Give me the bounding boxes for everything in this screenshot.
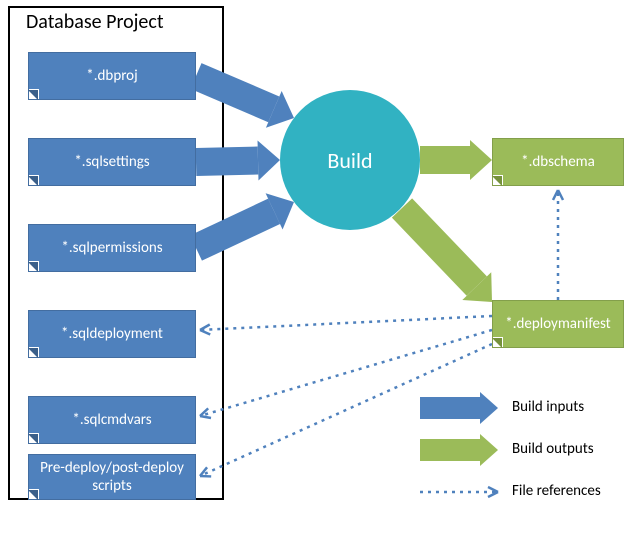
- input-box-label: *.sqlsettings: [74, 153, 149, 171]
- file-reference-arrow: [200, 330, 492, 418]
- page-fold-icon: [28, 348, 38, 358]
- file-reference-arrow: [200, 316, 492, 335]
- output-box-label: *.deploymanifest: [505, 315, 610, 333]
- output-box-deploymanifest: *.deploymanifest: [492, 300, 624, 348]
- build-output-arrow: [420, 140, 492, 180]
- page-fold-icon: [28, 262, 38, 272]
- input-box-label: *.dbproj: [86, 67, 137, 85]
- input-box-label: *.sqldeployment: [61, 325, 163, 343]
- input-box-scripts: Pre-deploy/post-deploy scripts: [28, 454, 196, 500]
- input-box-label: *.sqlcmdvars: [72, 411, 151, 429]
- input-box-sqlsettings: *.sqlsettings: [28, 138, 196, 186]
- input-box-label: *.sqlpermissions: [61, 239, 162, 257]
- page-fold-icon: [28, 490, 38, 500]
- build-node-label: Build: [327, 147, 372, 174]
- page-fold-icon: [28, 90, 38, 100]
- file-reference-arrow: [200, 344, 492, 476]
- legend-label-dotted: File references: [512, 482, 601, 500]
- legend-dotted-arrow-icon: [420, 487, 498, 497]
- legend-label-input: Build inputs: [512, 398, 584, 416]
- input-box-sqldeployment: *.sqldeployment: [28, 310, 196, 358]
- input-box-dbproj: *.dbproj: [28, 52, 196, 100]
- input-box-label: Pre-deploy/post-deploy scripts: [33, 459, 191, 495]
- build-output-arrow: [402, 208, 492, 302]
- input-box-sqlpermissions: *.sqlpermissions: [28, 224, 196, 272]
- legend-label-output: Build outputs: [512, 440, 594, 458]
- legend-output-arrow-icon: [420, 434, 498, 466]
- input-box-sqlcmdvars: *.sqlcmdvars: [28, 396, 196, 444]
- build-node: Build: [280, 90, 420, 230]
- legend-input-arrow-icon: [420, 392, 498, 424]
- page-fold-icon: [492, 176, 502, 186]
- output-box-dbschema: *.dbschema: [492, 138, 624, 186]
- page-fold-icon: [28, 434, 38, 444]
- page-fold-icon: [492, 338, 502, 348]
- database-project-title: Database Project: [26, 10, 164, 34]
- file-reference-arrow: [553, 190, 563, 300]
- output-box-label: *.dbschema: [521, 153, 595, 171]
- page-fold-icon: [28, 176, 38, 186]
